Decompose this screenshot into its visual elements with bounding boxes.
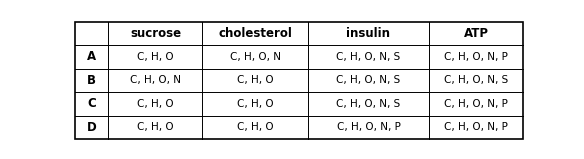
Text: insulin: insulin [346, 27, 391, 40]
Text: C, H, O: C, H, O [137, 99, 174, 109]
Text: C, H, O: C, H, O [237, 99, 273, 109]
Text: C, H, O, N, P: C, H, O, N, P [444, 52, 508, 62]
Text: C, H, O: C, H, O [237, 122, 273, 132]
Text: A: A [87, 50, 96, 63]
Text: C, H, O: C, H, O [137, 122, 174, 132]
Text: sucrose: sucrose [130, 27, 181, 40]
Text: C, H, O, N, S: C, H, O, N, S [444, 75, 509, 85]
Text: C, H, O, N: C, H, O, N [230, 52, 280, 62]
Text: C, H, O, N, P: C, H, O, N, P [444, 99, 508, 109]
Text: C, H, O: C, H, O [237, 75, 273, 85]
Text: C, H, O: C, H, O [137, 52, 174, 62]
Text: D: D [87, 121, 97, 134]
Text: cholesterol: cholesterol [218, 27, 292, 40]
Text: C, H, O, N, S: C, H, O, N, S [336, 75, 401, 85]
Text: C, H, O, N: C, H, O, N [130, 75, 181, 85]
Text: C, H, O, N, P: C, H, O, N, P [444, 122, 508, 132]
Text: B: B [88, 74, 96, 87]
Text: C, H, O, N, S: C, H, O, N, S [336, 99, 401, 109]
Text: C, H, O, N, S: C, H, O, N, S [336, 52, 401, 62]
Text: C, H, O, N, P: C, H, O, N, P [336, 122, 401, 132]
Text: ATP: ATP [464, 27, 489, 40]
Text: C: C [88, 97, 96, 110]
